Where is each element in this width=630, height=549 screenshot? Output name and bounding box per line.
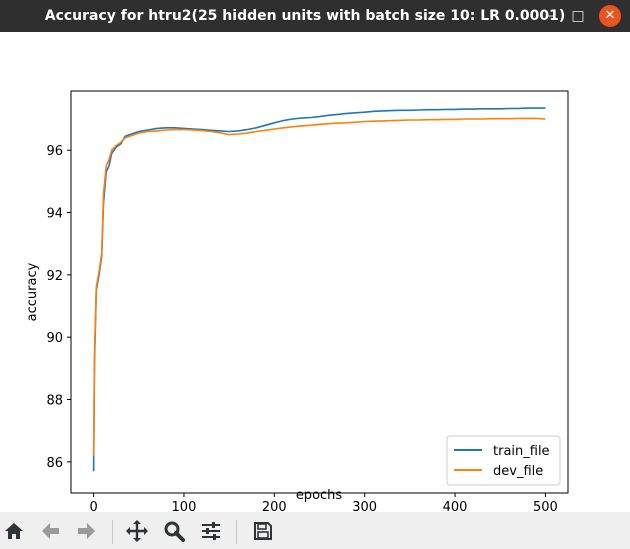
forward-arrow-icon[interactable] xyxy=(74,518,100,544)
x-tick-label: 400 xyxy=(443,500,468,512)
y-tick-label: 86 xyxy=(46,456,63,471)
series-lines xyxy=(92,107,546,472)
x-tick-label: 500 xyxy=(533,500,558,512)
x-axis: 0 100 200 300 400 500 xyxy=(89,493,558,515)
legend-label: dev_file xyxy=(493,464,543,479)
y-tick-label: 94 xyxy=(46,207,63,222)
y-tick-label: 88 xyxy=(46,394,63,409)
window-title: Accuracy for htru2(25 hidden units with … xyxy=(44,8,566,24)
toolbar-separator xyxy=(236,520,237,544)
legend: train_file dev_file xyxy=(446,435,561,486)
y-tick-label: 96 xyxy=(46,144,63,159)
pan-move-icon[interactable] xyxy=(124,518,150,544)
x-tick-label: 100 xyxy=(172,500,197,512)
x-axis-label: epochs xyxy=(296,488,343,503)
y-tick-label: 92 xyxy=(46,269,63,284)
dev-file-line xyxy=(92,117,546,456)
y-tick-label: 90 xyxy=(46,331,63,346)
zoom-magnifier-icon[interactable] xyxy=(161,518,187,544)
plot-frame xyxy=(70,90,569,494)
legend-label: train_file xyxy=(493,444,550,459)
minimize-button[interactable]: ‒ xyxy=(546,8,556,24)
x-tick-label: 300 xyxy=(352,500,377,512)
navigation-toolbar xyxy=(0,512,630,549)
figure-canvas[interactable]: 0 100 200 300 400 500 86 88 90 92 94 96 epochs acc… xyxy=(0,32,630,515)
y-axis-label: accuracy xyxy=(25,262,40,321)
save-floppy-icon[interactable] xyxy=(250,518,276,544)
window-titlebar: Accuracy for htru2(25 hidden units with … xyxy=(0,0,630,32)
y-axis: 86 88 90 92 94 96 xyxy=(46,144,71,471)
toolbar-separator xyxy=(112,520,113,544)
legend-box xyxy=(446,435,561,486)
home-icon[interactable] xyxy=(1,518,27,544)
x-tick-label: 200 xyxy=(262,500,287,512)
close-button[interactable]: ✕ xyxy=(599,5,621,27)
back-arrow-icon[interactable] xyxy=(37,518,63,544)
x-tick-label: 0 xyxy=(89,500,97,512)
train-file-line xyxy=(92,107,546,472)
accuracy-line-chart: 0 100 200 300 400 500 86 88 90 92 94 96 epochs acc… xyxy=(25,90,569,515)
configure-subplots-icon[interactable] xyxy=(198,518,224,544)
maximize-button[interactable]: □ xyxy=(571,8,585,24)
